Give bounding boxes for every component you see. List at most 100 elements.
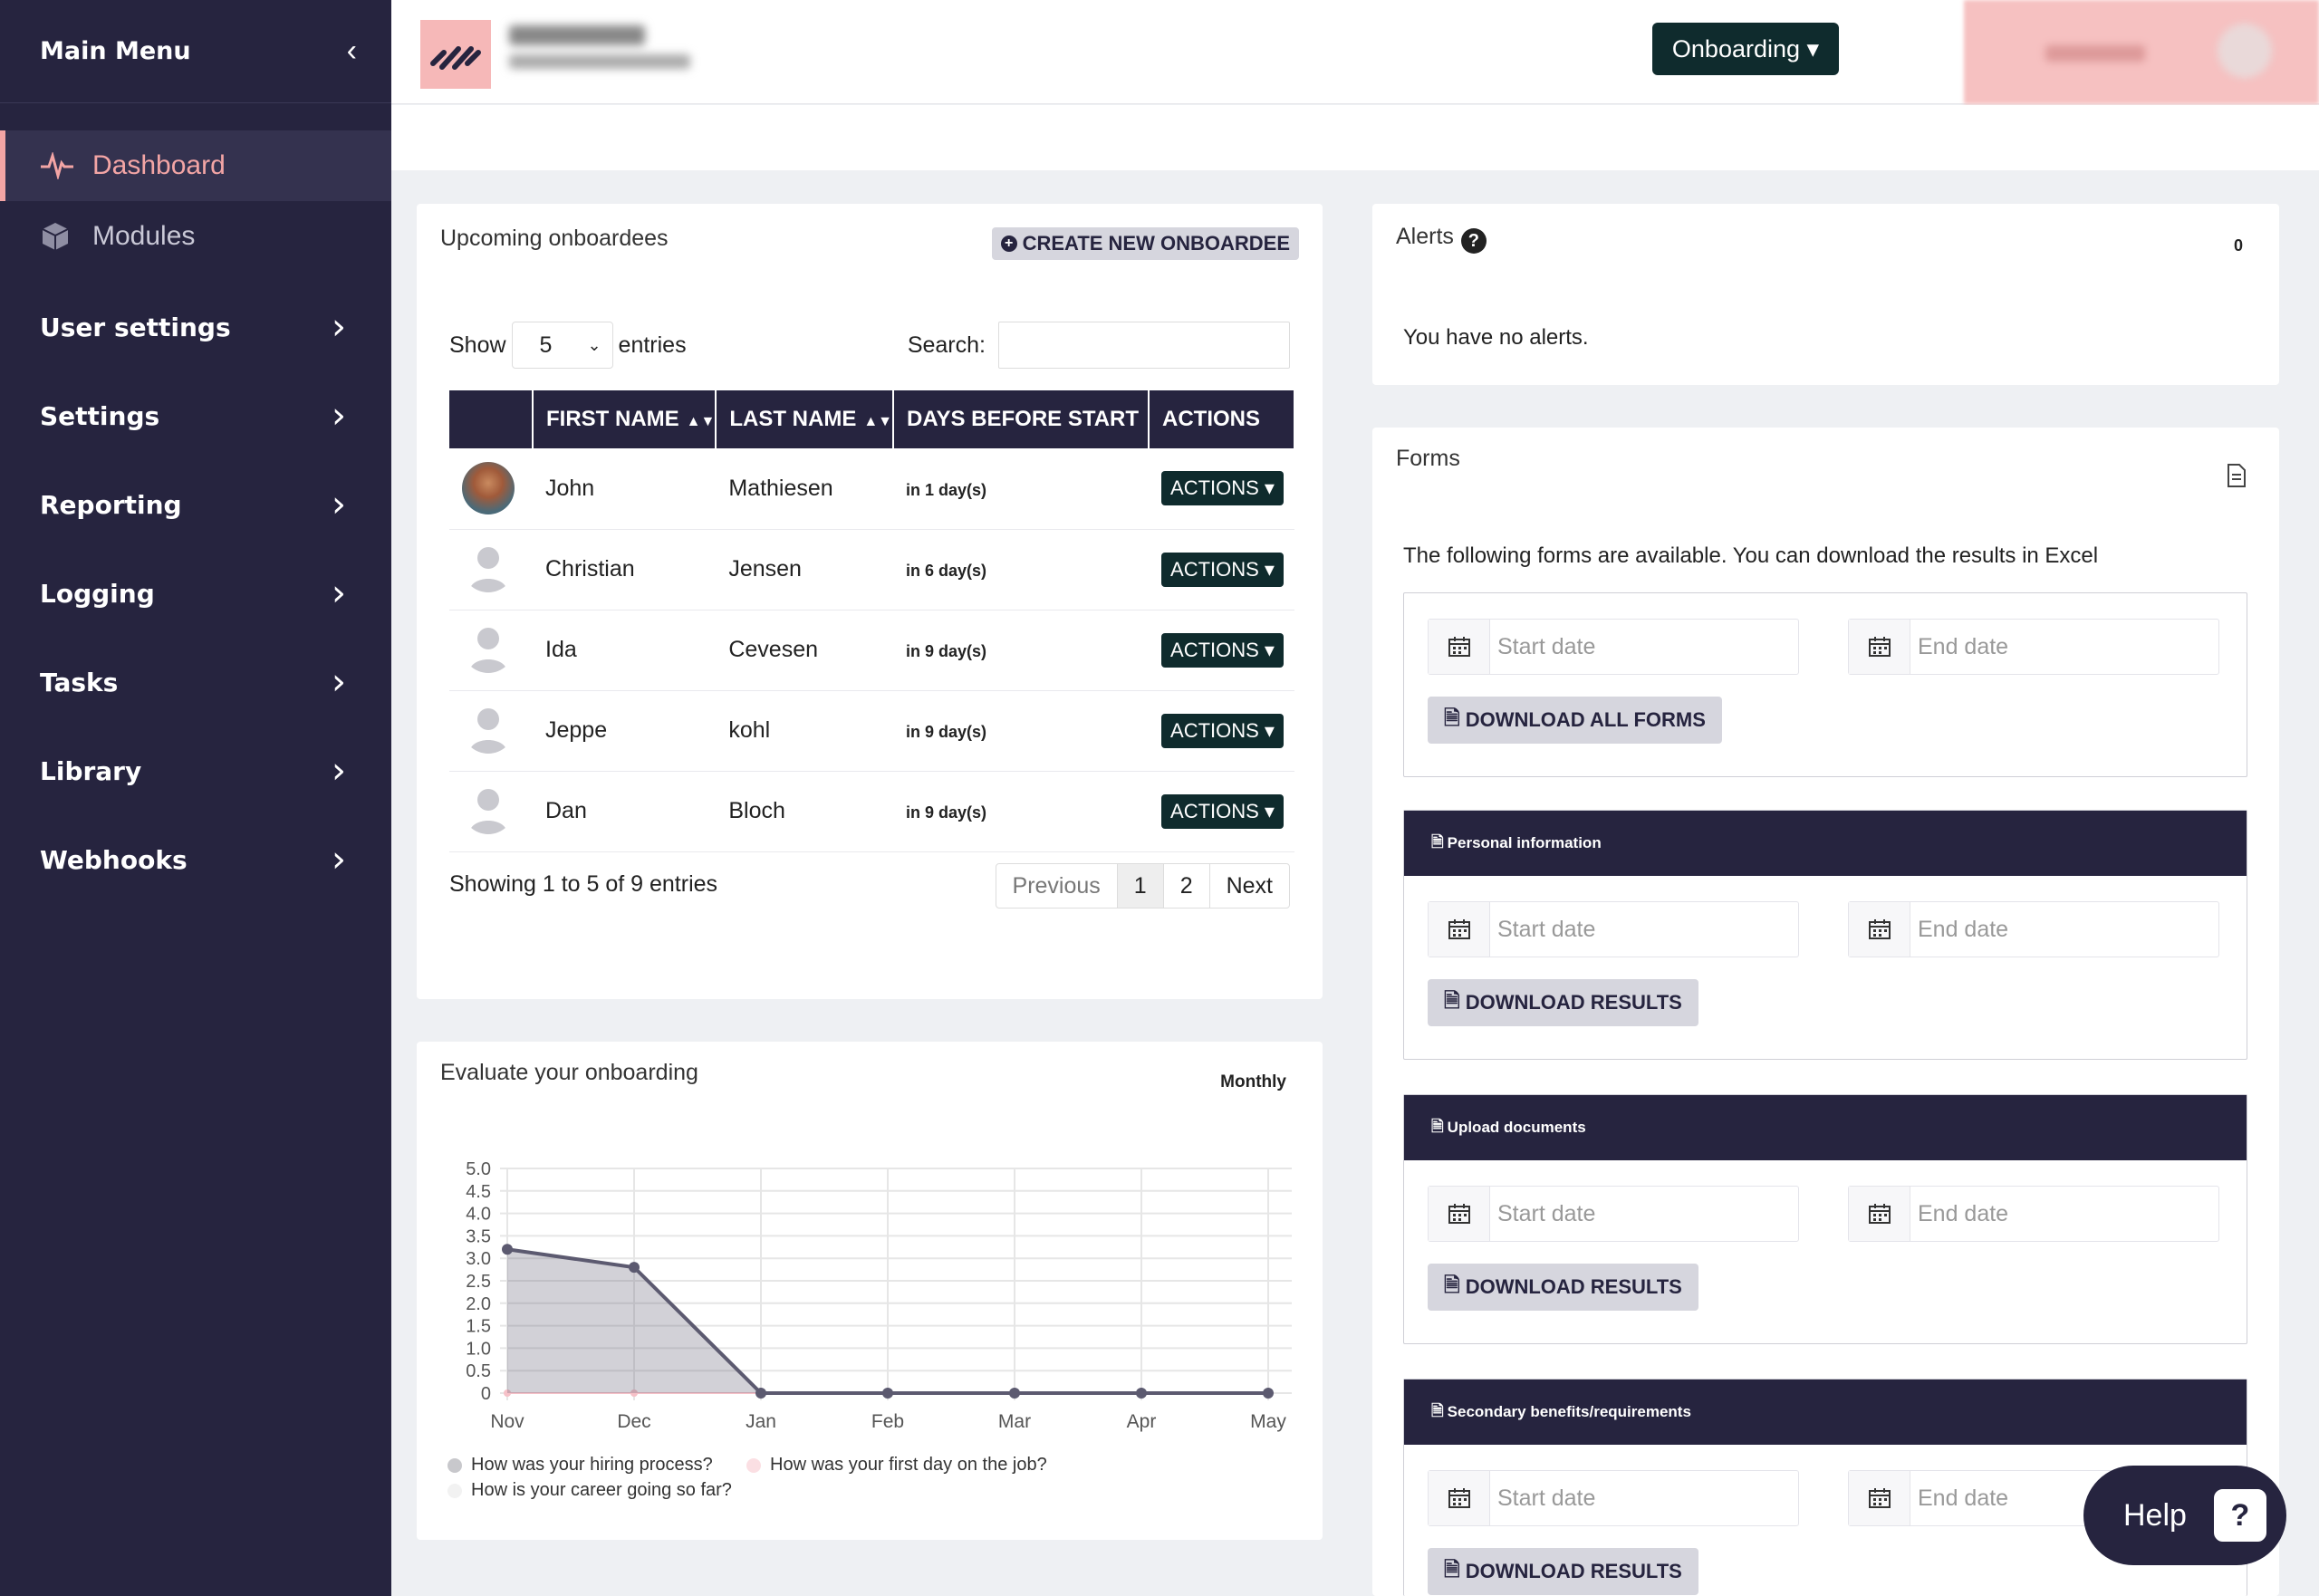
sidebar-group-library[interactable]: Library › [0,726,391,815]
organization-name-blurred [509,25,690,69]
create-label: CREATE NEW ONBOARDEE [1022,232,1290,255]
start-date-input[interactable]: Start date [1428,619,1799,675]
end-date-placeholder: End date [1918,1485,2009,1511]
create-new-onboardee-button[interactable]: + CREATE NEW ONBOARDEE [991,227,1299,260]
card-title: Upcoming onboardees [440,226,669,251]
actions-button[interactable]: ACTIONS ▾ [1161,713,1284,748]
legend-swatch [746,1457,761,1473]
search-input[interactable] [998,322,1290,369]
form-section-title: Personal information [1447,834,1602,851]
column-header-days-before-start[interactable]: DAYS BEFORE START [893,390,1150,448]
avatar-placeholder-icon [469,628,507,673]
end-date-input[interactable]: End date [1848,619,2219,675]
card-title: Evaluate your onboarding [440,1060,698,1085]
entries-label: entries [618,332,687,358]
end-date-placeholder: End date [1918,916,2009,942]
first-name-cell: John [533,448,717,530]
sidebar-item-dashboard[interactable]: Dashboard [0,130,391,201]
end-date-input[interactable]: End date [1848,901,2219,957]
sidebar-header: Main Menu ‹ [0,0,391,103]
sidebar-group-settings[interactable]: Settings › [0,371,391,460]
page-size-select[interactable]: 5 ⌄ [511,322,613,369]
table-search: Search: [908,322,1290,369]
table-row: Ida Cevesen in 9 day(s) ACTIONS ▾ [449,610,1294,691]
actions-button[interactable]: ACTIONS ▾ [1161,793,1284,829]
page-1-button[interactable]: 1 [1117,864,1164,908]
help-label: Help [2123,1497,2187,1533]
sort-icon: ▲▼ [863,414,893,429]
alerts-title: Alerts [1396,224,1454,249]
start-date-placeholder: Start date [1497,633,1596,659]
sidebar-group-user-settings[interactable]: User settings › [0,283,391,371]
download-results-button[interactable]: 🗎 DOWNLOAD RESULTS [1428,1548,1698,1595]
sidebar-group-reporting[interactable]: Reporting › [0,460,391,549]
start-date-input[interactable]: Start date [1428,901,1799,957]
download-results-button[interactable]: 🗎 DOWNLOAD RESULTS [1428,979,1698,1026]
column-header-first-name[interactable]: FIRST NAME ▲▼ [533,390,717,448]
user-menu-blurred[interactable] [1964,0,2319,104]
end-date-input[interactable]: End date [1848,1470,2219,1526]
forms-intro: The following forms are available. You c… [1403,543,2099,568]
company-logo[interactable] [420,20,491,89]
sidebar-group-webhooks[interactable]: Webhooks › [0,815,391,904]
start-date-input[interactable]: Start date [1428,1470,1799,1526]
start-date-placeholder: Start date [1497,1485,1596,1511]
sidebar-group-tasks[interactable]: Tasks › [0,638,391,726]
column-header-last-name[interactable]: LAST NAME ▲▼ [716,390,895,448]
help-question-icon[interactable]: ? [1460,228,1487,254]
card-title: Forms [1396,446,1460,471]
onboarding-menu-button[interactable]: Onboarding ▾ [1652,23,1839,75]
x-tick-label: Apr [1127,1411,1157,1432]
table-row: Jeppe kohl in 9 day(s) ACTIONS ▾ [449,690,1294,772]
next-page-button[interactable]: Next [1226,872,1273,899]
form-section-header: 🗎 Personal information [1404,811,2247,876]
calendar-icon [1849,620,1910,674]
calendar-icon [1849,1187,1910,1241]
start-date-placeholder: Start date [1497,916,1596,942]
y-tick-label: 2.0 [466,1294,491,1314]
end-date-input[interactable]: End date [1848,1186,2219,1242]
form-section-header: 🗎 Secondary benefits/requirements [1404,1380,2247,1445]
document-icon[interactable] [2227,464,2247,487]
page-size-value: 5 [539,332,553,358]
document-icon: 🗎 [1431,832,1444,851]
previous-page-button[interactable]: Previous [996,864,1118,908]
sidebar-item-label: Modules [92,221,196,251]
sidebar-item-modules[interactable]: Modules [0,201,391,272]
x-tick-label: May [1250,1411,1286,1432]
table-row: John Mathiesen in 1 day(s) ACTIONS ▾ [449,448,1294,530]
legend-swatch [447,1483,462,1498]
collapse-chevron-icon[interactable]: ‹ [346,34,357,68]
avatar-placeholder-icon [469,547,507,592]
actions-button[interactable]: ACTIONS ▾ [1161,632,1284,668]
column-label: ACTIONS [1162,407,1261,431]
y-tick-label: 1.5 [466,1317,491,1337]
actions-button[interactable]: ACTIONS ▾ [1161,552,1284,587]
data-point [630,1389,638,1397]
first-name-cell: Ida [533,610,717,691]
pagination: Previous 1 2 Next [995,863,1290,909]
start-date-input[interactable]: Start date [1428,1186,1799,1242]
sidebar-group-label: Logging [40,578,155,609]
data-point [629,1262,640,1274]
x-tick-label: Jan [746,1411,776,1432]
column-label: DAYS BEFORE START [907,407,1140,431]
last-name-cell: Mathiesen [716,448,894,530]
sidebar: Main Menu ‹ Dashboard Modules User setti… [0,0,391,1596]
page-2-button[interactable]: 2 [1164,864,1210,908]
period-selector[interactable]: Monthly [1220,1072,1286,1091]
help-button[interactable]: Help ? [2083,1466,2286,1565]
actions-button[interactable]: ACTIONS ▾ [1161,471,1284,506]
sidebar-group-logging[interactable]: Logging › [0,549,391,638]
chevron-right-icon: › [332,395,346,437]
evaluate-onboarding-card: Evaluate your onboarding Monthly 5.0 4.5 4… [417,1042,1323,1540]
table-info: Showing 1 to 5 of 9 entries [449,871,718,897]
show-label: Show [449,332,506,358]
download-results-button[interactable]: 🗎 DOWNLOAD RESULTS [1428,1264,1698,1311]
search-label: Search: [907,332,986,358]
avatar-column-header [449,390,534,448]
chevron-down-icon: ⌄ [587,335,601,354]
last-name-cell: kohl [716,690,894,772]
avatar-placeholder-icon [469,708,507,754]
download-all-forms-button[interactable]: 🗎 DOWNLOAD ALL FORMS [1428,697,1722,744]
